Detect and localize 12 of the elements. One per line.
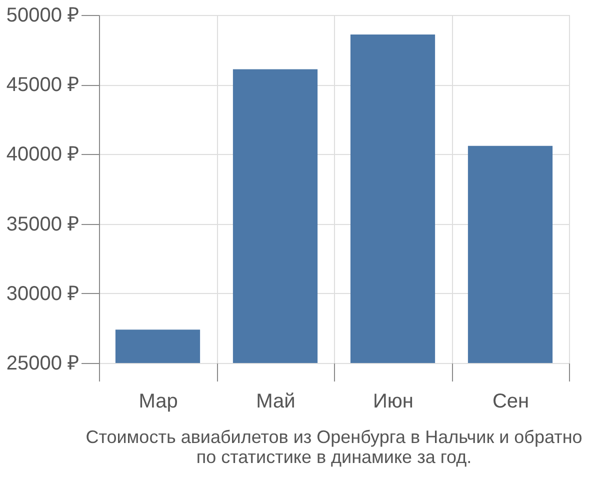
y-tick-label: 35000 ₽ [6,213,80,236]
y-tick-label: 50000 ₽ [6,4,80,26]
y-tick-label: 40000 ₽ [6,144,80,166]
y-tick-label: 30000 ₽ [6,282,80,305]
text: по статистике в динамике за год. [196,447,472,467]
x-tick-label: Июн [373,390,414,412]
x-tick-label: Сен [492,390,530,412]
text: Стоимость авиабилетов из Оренбурга в Нальчик и обратно [86,427,582,447]
x-tick-label: Мар [138,390,178,412]
x-tick-label: Май [256,390,296,412]
y-tick-label: 45000 ₽ [6,74,80,96]
y-tick-label: 25000 ₽ [6,352,80,374]
